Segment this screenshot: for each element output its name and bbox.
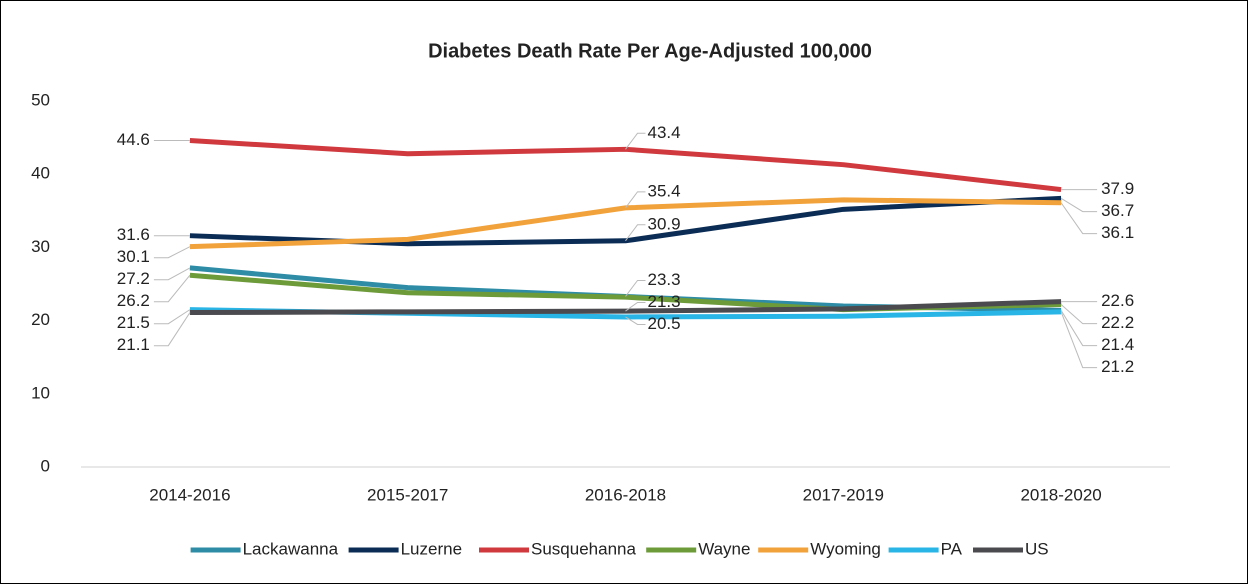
data-label: 43.4: [648, 123, 681, 142]
data-label: 20.5: [648, 314, 681, 333]
x-tick-label: 2017-2019: [803, 485, 884, 504]
data-label: 35.4: [648, 181, 681, 200]
data-label: 22.6: [1101, 291, 1134, 310]
leader-line: [1060, 202, 1098, 235]
chart-title: Diabetes Death Rate Per Age-Adjusted 100…: [428, 40, 872, 62]
leader-line: [1060, 304, 1098, 325]
leader-line: [625, 301, 646, 312]
legend-label: PA: [941, 539, 963, 558]
data-label: 37.9: [1101, 179, 1134, 198]
y-tick-label: 0: [41, 456, 50, 475]
leader-line: [625, 279, 646, 297]
leader-line: [153, 312, 191, 347]
data-label: 21.1: [117, 335, 150, 354]
leader-line: [153, 267, 191, 281]
data-label: 36.7: [1101, 201, 1134, 220]
data-label: 36.1: [1101, 223, 1134, 242]
legend-label: Susquehanna: [531, 539, 636, 558]
data-label: 44.6: [117, 130, 150, 149]
y-tick-label: 20: [31, 310, 50, 329]
x-tick-label: 2016-2018: [585, 485, 666, 504]
x-tick-label: 2014-2016: [149, 485, 230, 504]
legend-label: US: [1025, 539, 1049, 558]
data-label: 21.4: [1101, 335, 1134, 354]
leader-line: [1060, 197, 1098, 213]
leader-line: [1060, 311, 1098, 369]
data-label: 26.2: [117, 291, 150, 310]
leader-line: [1060, 310, 1098, 347]
data-label: 21.5: [117, 313, 150, 332]
legend-label: Wayne: [698, 539, 750, 558]
x-tick-label: 2015-2017: [367, 485, 448, 504]
data-label: 22.2: [1101, 313, 1134, 332]
legend-label: Wyoming: [810, 539, 881, 558]
y-tick-label: 10: [31, 383, 50, 402]
y-tick-label: 50: [31, 90, 50, 109]
y-tick-label: 40: [31, 164, 50, 183]
leader-line: [153, 309, 191, 325]
data-label: 30.1: [117, 247, 150, 266]
leader-line: [153, 246, 191, 259]
y-tick-label: 30: [31, 237, 50, 256]
leader-line: [153, 274, 191, 303]
x-tick-label: 2018-2020: [1020, 485, 1101, 504]
legend-label: Lackawanna: [243, 539, 339, 558]
data-label: 21.2: [1101, 357, 1134, 376]
leader-line: [625, 191, 646, 209]
data-label: 31.6: [117, 225, 150, 244]
legend-label: Luzerne: [401, 539, 462, 558]
leader-line: [625, 224, 646, 242]
data-label: 30.9: [648, 214, 681, 233]
leader-line: [625, 132, 646, 150]
data-label: 27.2: [117, 269, 150, 288]
leader-line: [625, 316, 646, 325]
data-label: 23.3: [648, 270, 681, 289]
data-label: 21.3: [648, 292, 681, 311]
